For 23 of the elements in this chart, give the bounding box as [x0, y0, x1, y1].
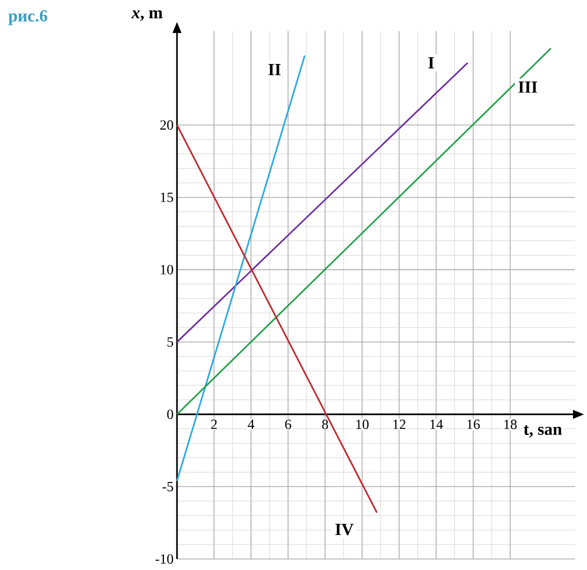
x-axis-title: t, san: [524, 425, 562, 438]
x-tick-label: 18: [504, 420, 517, 430]
y-tick-label: 15: [160, 192, 174, 202]
x-tick-label: 8: [322, 420, 328, 430]
series-label: I: [428, 57, 434, 68]
y-tick-label: 5: [167, 337, 174, 347]
x-tick-label: 2: [211, 420, 217, 429]
y-tick-label: 10: [160, 264, 174, 274]
x-tick-label: 14: [430, 420, 443, 429]
x-tick-label: 16: [467, 420, 480, 430]
y-tick-label: 20: [160, 120, 174, 130]
y-tick-label: 0: [167, 410, 174, 420]
series-label: II: [268, 64, 281, 76]
y-tick-label: -5: [162, 482, 174, 492]
x-tick-label: 12: [393, 420, 406, 429]
y-axis-title: x, m: [131, 10, 163, 21]
x-tick-label: 6: [285, 420, 292, 430]
text: рис.6: [8, 10, 48, 26]
y-tick-label: -10: [156, 554, 174, 564]
series-label: III: [518, 82, 538, 93]
series-label: IV: [335, 524, 354, 536]
x-tick-label: 10: [356, 420, 369, 430]
x-tick-label: 4: [248, 420, 254, 429]
